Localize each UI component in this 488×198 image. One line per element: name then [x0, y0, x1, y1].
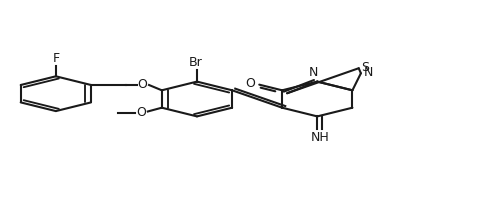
Text: S: S	[361, 61, 368, 74]
Text: Br: Br	[188, 56, 203, 69]
Text: NH: NH	[310, 131, 329, 145]
Text: N: N	[364, 66, 373, 79]
Text: O: O	[138, 78, 147, 91]
Text: F: F	[52, 52, 60, 65]
Text: N: N	[308, 67, 318, 79]
Text: O: O	[137, 106, 146, 119]
Text: O: O	[245, 77, 255, 90]
